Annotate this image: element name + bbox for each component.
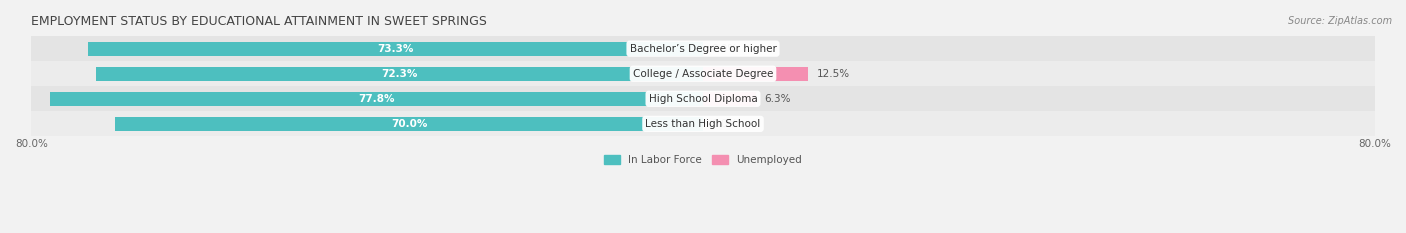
Legend: In Labor Force, Unemployed: In Labor Force, Unemployed [600, 151, 806, 169]
Text: Bachelor’s Degree or higher: Bachelor’s Degree or higher [630, 44, 776, 54]
Text: 77.8%: 77.8% [359, 94, 395, 104]
Text: College / Associate Degree: College / Associate Degree [633, 69, 773, 79]
Text: 0.0%: 0.0% [711, 44, 738, 54]
Bar [96, 67, 703, 81]
Text: 6.3%: 6.3% [765, 94, 790, 104]
Text: 72.3%: 72.3% [381, 69, 418, 79]
Text: 73.3%: 73.3% [377, 44, 413, 54]
Bar [115, 117, 703, 131]
Text: EMPLOYMENT STATUS BY EDUCATIONAL ATTAINMENT IN SWEET SPRINGS: EMPLOYMENT STATUS BY EDUCATIONAL ATTAINM… [31, 15, 488, 28]
Bar [703, 92, 756, 106]
Bar [87, 42, 703, 55]
Text: 12.5%: 12.5% [817, 69, 849, 79]
Bar [31, 61, 1375, 86]
Bar [31, 36, 1375, 61]
Text: 0.0%: 0.0% [711, 119, 738, 129]
Bar [49, 92, 703, 106]
Text: 70.0%: 70.0% [391, 119, 427, 129]
Text: High School Diploma: High School Diploma [648, 94, 758, 104]
Bar [31, 111, 1375, 136]
Text: Less than High School: Less than High School [645, 119, 761, 129]
Bar [31, 86, 1375, 111]
Bar [703, 67, 808, 81]
Text: Source: ZipAtlas.com: Source: ZipAtlas.com [1288, 16, 1392, 26]
